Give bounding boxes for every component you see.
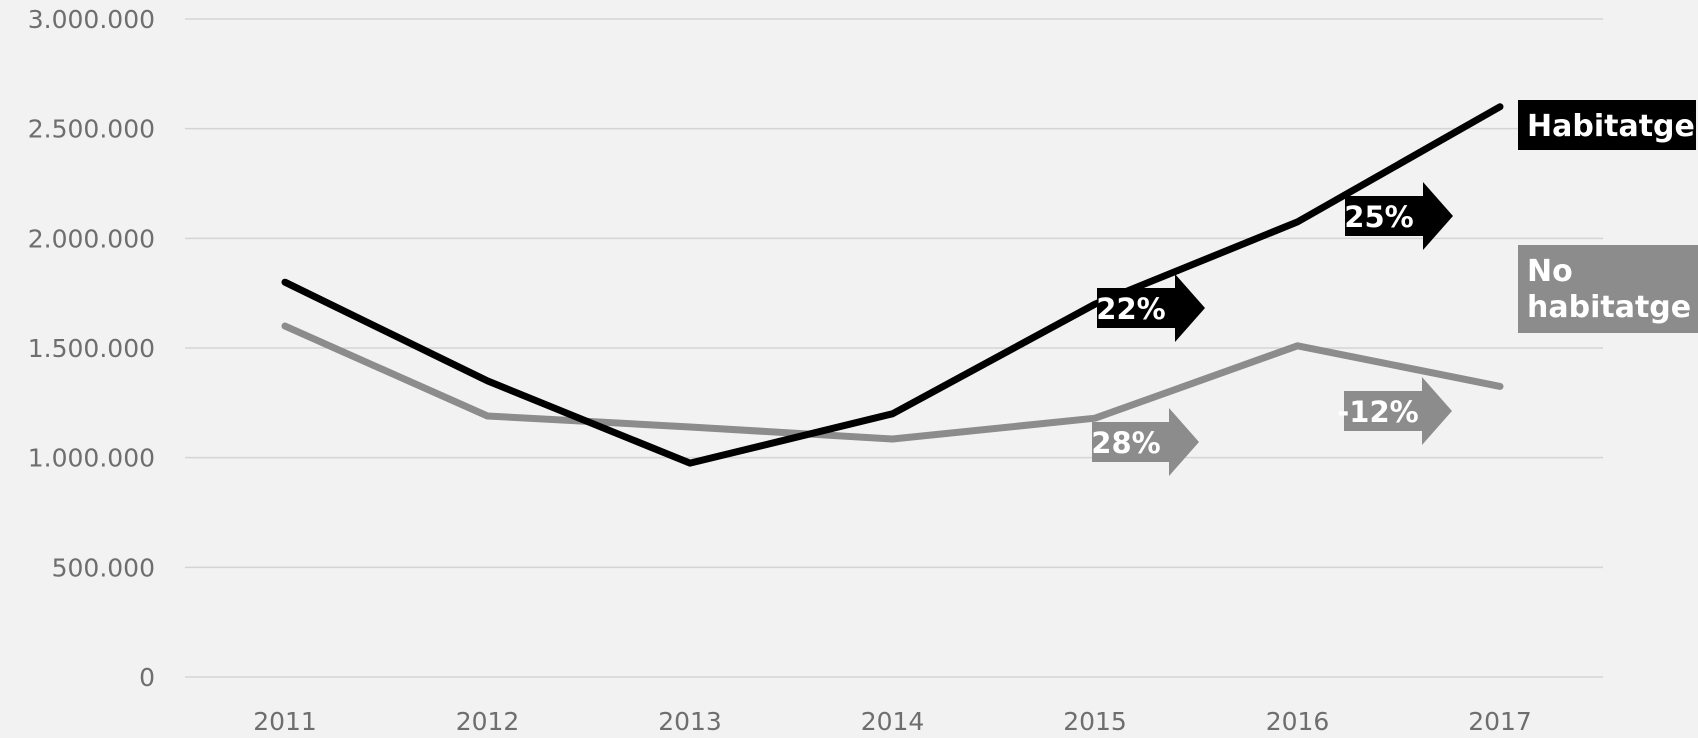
y-tick-label: 2.500.000 [28,115,155,144]
series-label-no-habitatge-text: No habitatge [1527,254,1691,325]
x-tick-label: 2015 [1063,707,1127,736]
y-axis-ticks: 0 500.000 1.000.000 1.500.000 2.000.000 2.500… [28,5,155,692]
arrow-icon [1345,182,1453,250]
y-tick-label: 0 [139,663,155,692]
series-label-habitatge: Habitatge [1518,100,1696,150]
arrow-icon [1092,408,1199,476]
series-label-no-habitatge: No habitatge [1518,245,1698,333]
x-tick-label: 2016 [1266,707,1330,736]
change-badge-text: 22% [1096,292,1165,326]
change-badge: -12% [1337,377,1452,445]
series-line-habitatge [281,103,1504,467]
series-label-habitatge-text: Habitatge [1527,109,1695,144]
series-line-no-habitatge [281,322,1504,443]
change-badge: 25% [1344,182,1453,250]
x-tick-label: 2017 [1468,707,1532,736]
change-badge: 28% [1091,408,1199,476]
change-badge: 22% [1096,274,1205,342]
y-tick-label: 1.500.000 [28,334,155,363]
x-tick-label: 2013 [658,707,722,736]
change-badge-text: 25% [1344,200,1413,234]
x-tick-label: 2011 [253,707,317,736]
change-badge-text: 28% [1091,426,1160,460]
change-annotations: 22% 25% 28% -12% [1091,182,1453,476]
arrow-icon [1344,377,1452,445]
x-tick-label: 2012 [456,707,520,736]
y-tick-label: 2.000.000 [28,224,155,253]
y-tick-label: 3.000.000 [28,5,155,34]
y-tick-label: 500.000 [52,553,155,582]
arrow-icon [1097,274,1205,342]
gridlines [185,18,1603,678]
y-tick-label: 1.000.000 [28,444,155,473]
series-lines [281,103,1504,467]
x-tick-label: 2014 [861,707,925,736]
x-axis-ticks: 2011 2012 2013 2014 2015 2016 2017 [253,707,1532,736]
change-badge-text: -12% [1337,395,1418,429]
